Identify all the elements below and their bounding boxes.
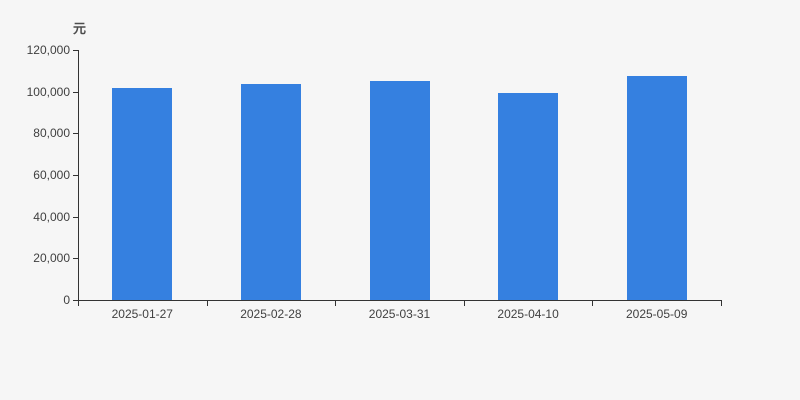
y-axis-tick-label: 0 bbox=[63, 293, 70, 307]
bar-2025-03-31[interactable] bbox=[369, 80, 430, 300]
y-axis-tick-label: 80,000 bbox=[33, 126, 70, 141]
y-axis-tick bbox=[73, 258, 78, 260]
x-axis-tick bbox=[721, 300, 722, 306]
x-axis-category-label: 2025-04-10 bbox=[497, 307, 559, 321]
bar-2025-01-27[interactable] bbox=[112, 88, 173, 300]
y-axis-tick-label: 120,000 bbox=[26, 43, 70, 57]
x-axis-tick bbox=[592, 300, 594, 306]
x-axis-category-label: 2025-03-31 bbox=[368, 307, 431, 321]
y-axis-tick-label: 60,000 bbox=[33, 168, 70, 182]
y-axis-tick-label: 100,000 bbox=[26, 84, 70, 99]
y-axis-tick bbox=[73, 50, 78, 51]
y-axis-tick bbox=[73, 133, 78, 135]
y-axis-unit-label: 元 bbox=[73, 21, 87, 36]
x-axis-line bbox=[78, 300, 721, 301]
y-axis-tick bbox=[73, 216, 78, 218]
bar-2025-02-28[interactable] bbox=[240, 84, 301, 300]
x-axis-tick bbox=[78, 300, 79, 306]
y-axis-tick-label: 20,000 bbox=[33, 251, 70, 266]
bar-2025-04-10[interactable] bbox=[498, 92, 559, 300]
x-axis-category-label: 2025-05-09 bbox=[625, 307, 688, 321]
x-axis-category-label: 2025-01-27 bbox=[111, 307, 173, 321]
x-axis-tick bbox=[335, 300, 337, 306]
x-axis-category-label: 2025-02-28 bbox=[240, 307, 302, 321]
y-axis-tick-label: 40,000 bbox=[33, 209, 70, 224]
y-axis-tick bbox=[73, 175, 78, 176]
x-axis-tick bbox=[463, 300, 465, 306]
x-axis-tick bbox=[206, 300, 208, 306]
y-axis-tick bbox=[73, 91, 78, 93]
y-axis-tick bbox=[73, 300, 78, 301]
bar-2025-05-09[interactable] bbox=[626, 76, 687, 300]
y-axis-line bbox=[78, 50, 79, 301]
